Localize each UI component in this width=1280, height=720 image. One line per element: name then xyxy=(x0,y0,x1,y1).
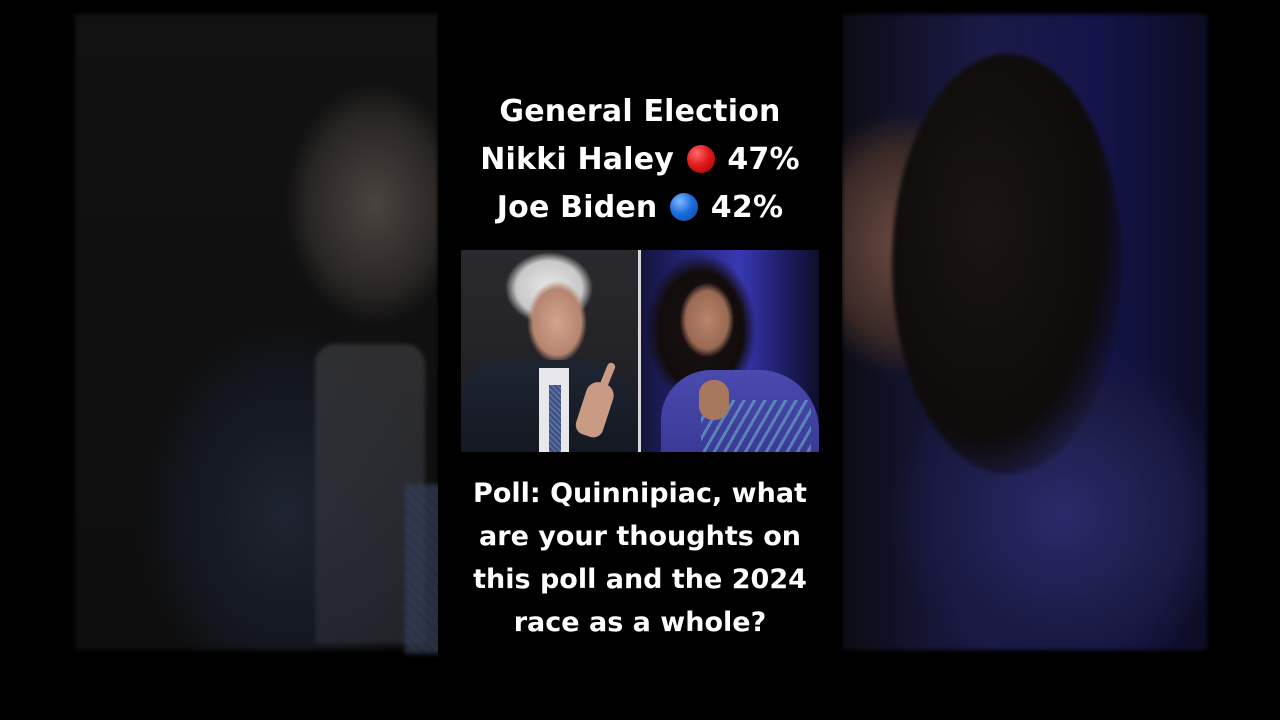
red-circle-icon xyxy=(686,145,715,173)
photo-left xyxy=(461,250,638,452)
caption: Poll: Quinnipiac, what are your thoughts… xyxy=(438,472,842,644)
candidate-1-percent: 47% xyxy=(727,142,800,177)
caption-line-4: race as a whole? xyxy=(513,607,767,638)
photo-divider xyxy=(638,250,641,452)
background-hair xyxy=(892,54,1122,474)
caption-line-2: are your thoughts on xyxy=(479,521,801,552)
photo-right-hand xyxy=(699,380,729,420)
candidate-2-name: Joe Biden xyxy=(496,190,658,225)
caption-line-3: this poll and the 2024 xyxy=(473,564,807,595)
background-photo-left xyxy=(75,14,465,654)
background-photo-right xyxy=(842,14,1207,650)
headline-candidate-2: Joe Biden 42% xyxy=(438,184,842,232)
photo-left-tie xyxy=(549,385,561,452)
headline-title: General Election xyxy=(499,94,781,129)
headline: General Election Nikki Haley 47% Joe Bid… xyxy=(438,88,842,232)
candidate-1-name: Nikki Haley xyxy=(480,142,675,177)
caption-line-1: Poll: Quinnipiac, what xyxy=(473,478,807,509)
candidate-2-percent: 42% xyxy=(710,190,784,225)
blue-circle-icon xyxy=(670,193,699,221)
center-panel: General Election Nikki Haley 47% Joe Bid… xyxy=(438,0,842,720)
photo-right xyxy=(641,250,819,452)
photo-collage xyxy=(461,250,819,452)
headline-candidate-1: Nikki Haley 47% xyxy=(438,136,842,184)
